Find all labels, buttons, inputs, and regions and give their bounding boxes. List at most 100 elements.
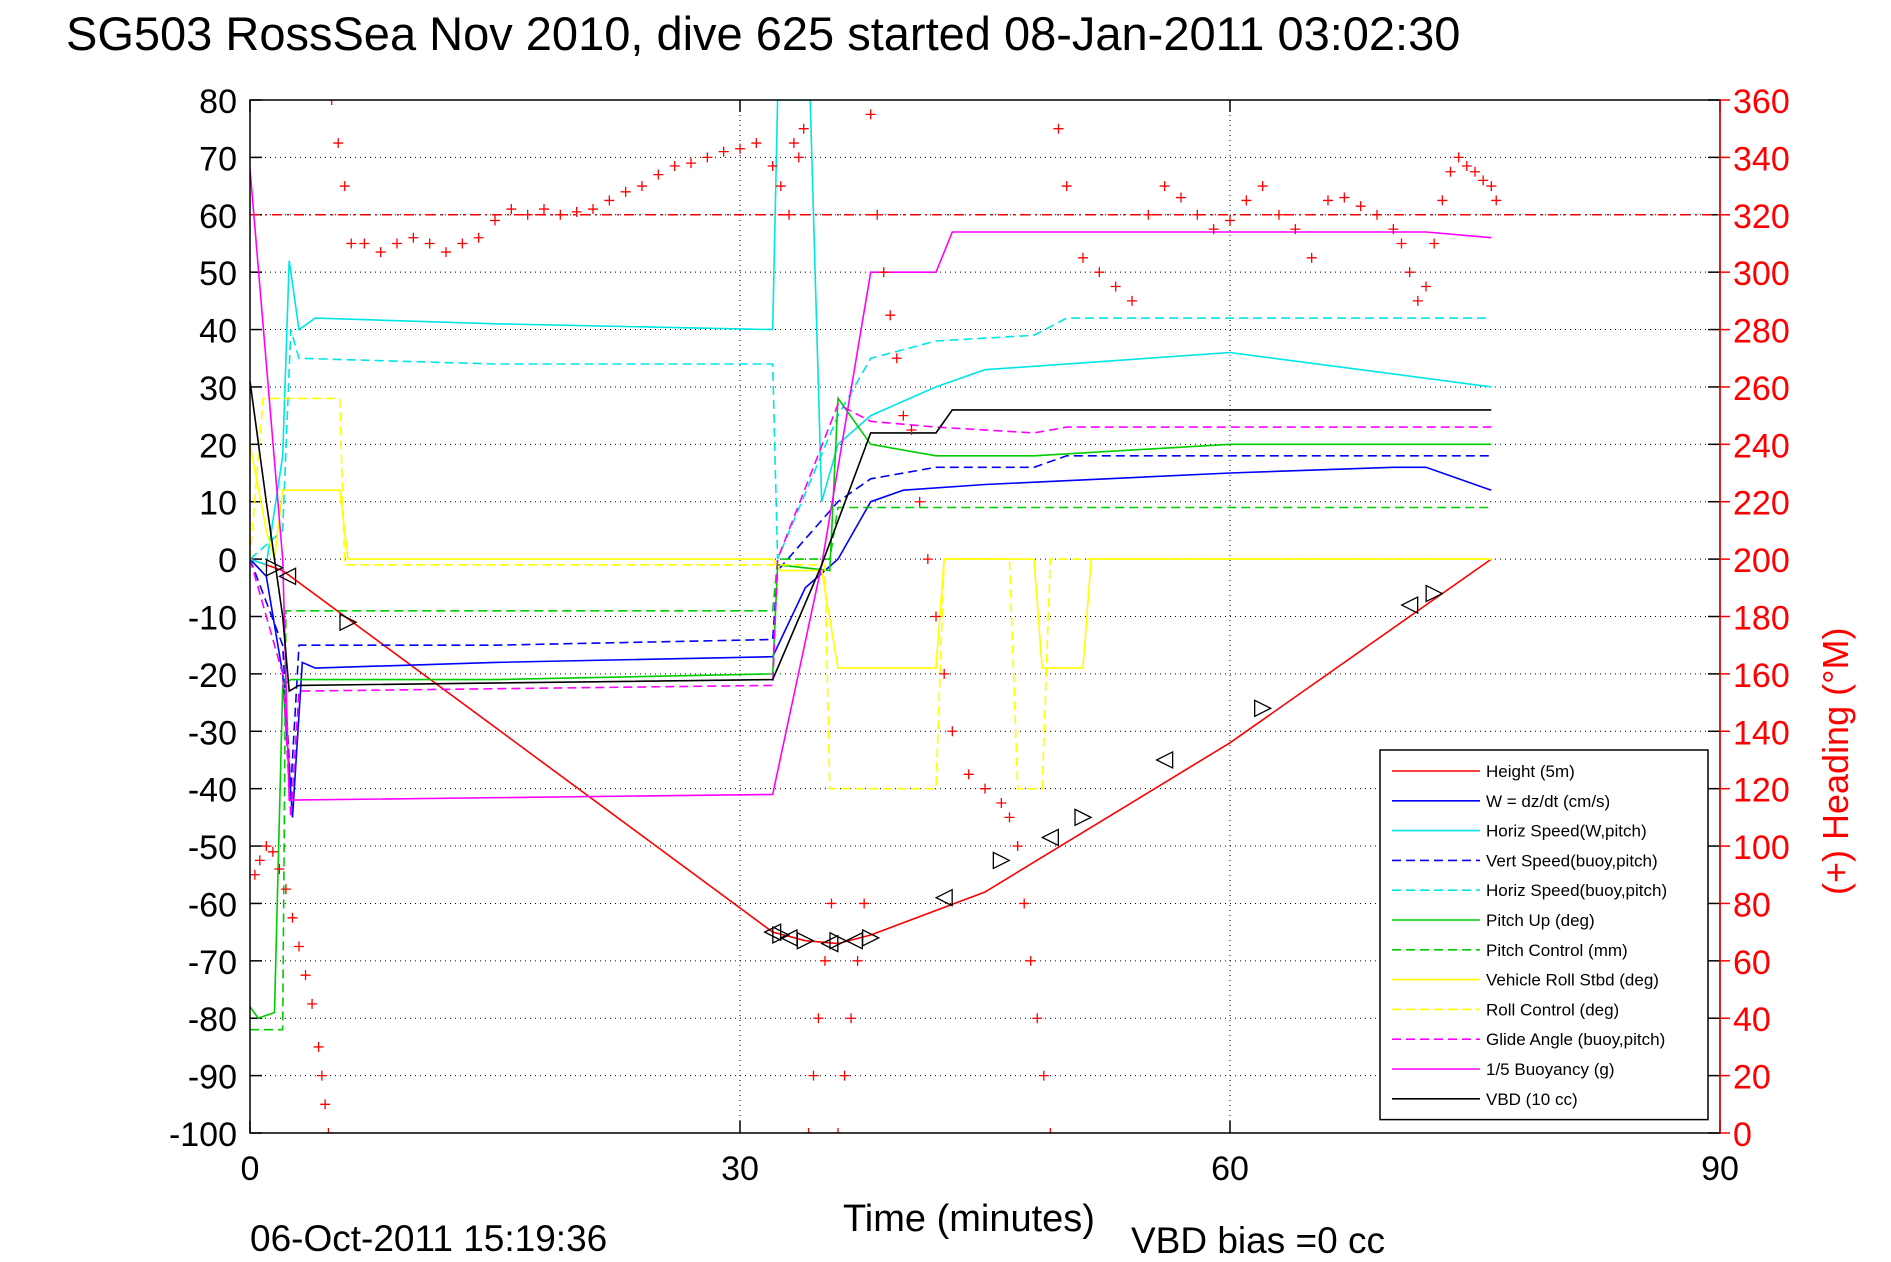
heading-point — [1470, 166, 1480, 177]
heading-point — [996, 798, 1007, 809]
right-tick-label: 160 — [1733, 657, 1790, 695]
depth-marker — [1400, 595, 1419, 615]
heading-point — [261, 841, 272, 852]
right-tick-label: 100 — [1733, 829, 1790, 867]
x-tick-label: 30 — [721, 1150, 759, 1188]
chart-title: SG503 RossSea Nov 2010, dive 625 started… — [66, 7, 1460, 60]
heading-point — [859, 898, 870, 909]
heading-markers — [250, 100, 1502, 1133]
heading-point — [914, 496, 925, 507]
left-tick-label: 0 — [218, 542, 237, 580]
heading-point — [359, 238, 370, 249]
right-tick-label: 80 — [1733, 886, 1771, 924]
heading-point — [1290, 224, 1301, 235]
heading-point — [793, 152, 804, 163]
heading-point — [1241, 195, 1252, 206]
heading-point — [1208, 224, 1219, 235]
right-tick-label: 0 — [1733, 1116, 1752, 1154]
heading-point — [885, 310, 896, 321]
legend-label-2: Horiz Speed(W,pitch) — [1486, 822, 1647, 841]
series-group — [250, 100, 1720, 1031]
heading-point — [307, 998, 318, 1009]
timestamp-footer: 06-Oct-2011 15:19:36 — [250, 1218, 607, 1259]
right-tick-label: 40 — [1733, 1001, 1771, 1039]
heading-point — [1032, 1013, 1043, 1024]
depth-marker — [278, 567, 297, 586]
heading-point — [320, 1099, 331, 1110]
depth-marker — [1074, 808, 1093, 827]
heading-point — [250, 869, 260, 880]
heading-point — [653, 169, 664, 180]
heading-point — [333, 138, 344, 149]
left-tick-label: 30 — [199, 370, 237, 408]
heading-point — [300, 970, 311, 981]
vbd-bias-footer: VBD bias =0 cc — [1131, 1220, 1385, 1261]
heading-point — [1274, 209, 1284, 220]
heading-point — [280, 884, 291, 895]
heading-point — [588, 204, 598, 215]
heading-point — [408, 232, 419, 243]
left-tick-label: 80 — [199, 83, 237, 121]
heading-point — [839, 1070, 850, 1081]
heading-point — [604, 195, 615, 206]
depth-marker — [1425, 584, 1444, 603]
left-tick-label: 70 — [199, 140, 237, 178]
heading-point — [375, 247, 386, 258]
heading-point — [1127, 295, 1137, 306]
heading-point — [980, 783, 990, 794]
heading-point — [846, 1013, 857, 1024]
right-tick-label: 240 — [1733, 427, 1790, 465]
heading-point — [1159, 181, 1170, 192]
legend-label-8: Roll Control (deg) — [1486, 1000, 1619, 1019]
right-tick-label: 140 — [1733, 714, 1790, 752]
legend-label-0: Height (5m) — [1486, 762, 1575, 781]
heading-point — [313, 1041, 324, 1052]
depth-marker — [339, 613, 358, 632]
heading-point — [1306, 252, 1317, 263]
heading-point — [1388, 224, 1399, 235]
legend: Height (5m) W = dz/dt (cm/s) Horiz Speed(W… — [1379, 749, 1709, 1121]
legend-label-1: W = dz/dt (cm/s) — [1486, 792, 1610, 811]
right-tick-label: 220 — [1733, 485, 1790, 523]
heading-point — [718, 146, 729, 157]
heading-point — [539, 204, 549, 215]
legend-label-6: Pitch Control (mm) — [1486, 941, 1628, 960]
series-line-8 — [250, 397, 1492, 790]
heading-point — [1025, 955, 1036, 966]
heading-point — [1491, 195, 1502, 206]
heading-point — [637, 181, 647, 192]
heading-point — [669, 160, 680, 171]
depth-marker — [1155, 750, 1174, 770]
depth-marker — [1254, 699, 1273, 718]
left-tick-label: 50 — [199, 255, 237, 293]
heading-point — [767, 160, 778, 171]
heading-point — [1421, 281, 1431, 292]
right-axis: 3603403203002802602402202001801601401201… — [1720, 83, 1790, 1154]
heading-point — [1453, 152, 1464, 163]
heading-point — [473, 232, 484, 243]
heading-point — [1061, 181, 1072, 192]
heading-point — [294, 941, 304, 952]
heading-point — [287, 912, 298, 923]
series-line-11 — [250, 381, 1492, 693]
legend-label-9: Glide Angle (buoy,pitch) — [1486, 1030, 1665, 1049]
right-tick-label: 360 — [1733, 83, 1790, 121]
heading-point — [1486, 181, 1497, 192]
depth-marker — [934, 888, 953, 907]
heading-point — [1372, 209, 1382, 220]
heading-point — [620, 186, 631, 197]
heading-point — [833, 1128, 843, 1133]
legend-label-5: Pitch Up (deg) — [1486, 911, 1595, 930]
heading-point — [1110, 281, 1121, 292]
heading-point — [1429, 238, 1440, 249]
depth-marker — [829, 931, 848, 950]
legend-label-7: Vehicle Roll Stbd (deg) — [1486, 971, 1659, 990]
heading-point — [872, 209, 883, 220]
heading-point — [947, 726, 958, 737]
heading-point — [1339, 192, 1350, 203]
depth-triangle-markers — [265, 558, 1444, 953]
heading-point — [939, 668, 950, 679]
depth-marker — [772, 925, 791, 945]
heading-point — [1412, 295, 1423, 306]
